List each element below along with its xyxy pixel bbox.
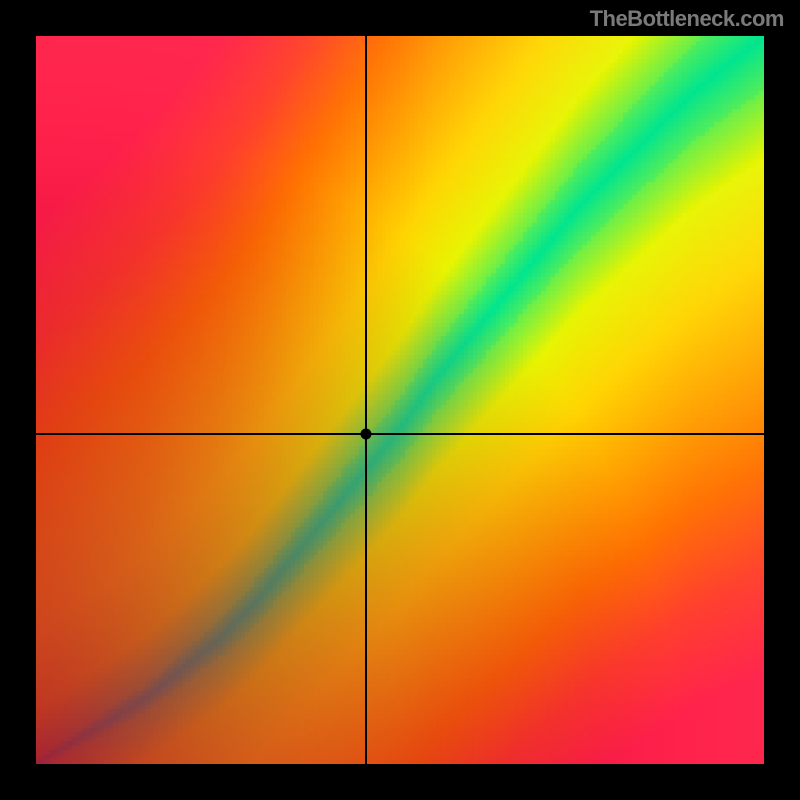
heatmap-canvas xyxy=(36,36,764,764)
heatmap-plot xyxy=(36,36,764,764)
crosshair-marker xyxy=(360,429,371,440)
watermark-text: TheBottleneck.com xyxy=(590,6,784,32)
crosshair-vertical xyxy=(365,36,367,764)
crosshair-horizontal xyxy=(36,433,764,435)
